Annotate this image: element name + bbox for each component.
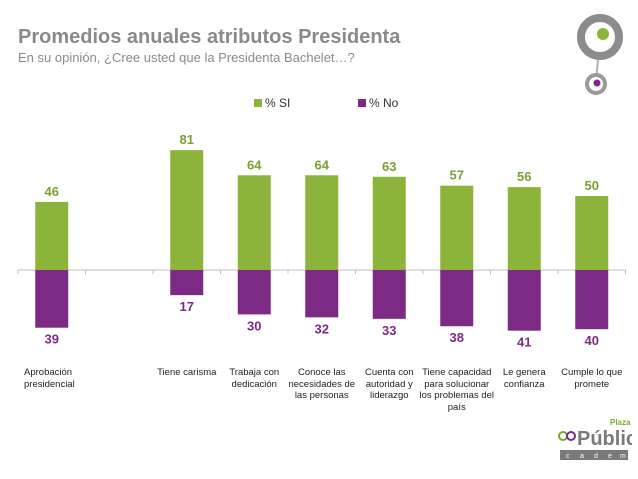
legend-item-si: % SI — [254, 96, 290, 110]
data-label-si: 46 — [45, 184, 59, 199]
legend-label-si: % SI — [265, 96, 291, 110]
brand-prefix: Plaza — [610, 418, 631, 427]
data-label-si: 81 — [180, 132, 194, 147]
category-label: Tiene capacidad para solucionar los prob… — [419, 367, 494, 413]
brand-letter-1: a — [580, 453, 584, 460]
legend-swatch-no — [358, 99, 366, 107]
data-label-si: 57 — [450, 168, 464, 183]
data-label-no: 32 — [315, 321, 329, 336]
data-label-no: 41 — [517, 335, 531, 350]
data-label-no: 33 — [382, 323, 396, 338]
category-label: Trabaja con dedicación — [229, 367, 280, 390]
data-label-no: 17 — [180, 299, 194, 314]
legend-item-no: % No — [358, 96, 398, 110]
brand-word: Pública — [577, 428, 632, 450]
brand-letter-0: c — [566, 453, 570, 460]
bar-no — [372, 270, 406, 319]
bar-si — [305, 175, 339, 270]
category-label: Cuenta con autoridad y liderazgo — [364, 367, 414, 401]
bar-si — [35, 201, 69, 270]
bar-si — [372, 176, 406, 270]
data-label-si: 63 — [382, 159, 396, 174]
plaza-publica-logo: Pública Plaza c a d e m — [556, 414, 638, 462]
legend-swatch-si — [254, 99, 262, 107]
legend-label-no: % No — [369, 96, 399, 110]
bar-no — [575, 270, 609, 330]
bar-si — [440, 185, 474, 270]
data-label-no: 40 — [585, 333, 599, 348]
brand-letter-2: d — [594, 453, 598, 460]
category-label: Cumple lo que promete — [561, 367, 623, 390]
bar-no — [170, 270, 204, 296]
category-label: Aprobación presidencial — [24, 367, 75, 390]
category-label: Conoce las necesidades de las personas — [288, 367, 356, 401]
data-label-si: 50 — [585, 178, 599, 193]
data-label-no: 38 — [450, 330, 464, 345]
bar-si — [170, 150, 204, 270]
category-label: Le genera confianza — [502, 367, 546, 390]
bar-si — [237, 175, 271, 270]
bar-no — [35, 270, 69, 328]
data-label-si: 64 — [247, 157, 262, 172]
bar-si — [575, 196, 609, 270]
decorative-circles-logo — [577, 14, 623, 95]
chart-subtitle: En su opinión, ¿Cree usted que la Presid… — [18, 50, 355, 65]
bar-no — [440, 270, 474, 327]
bar-no — [305, 270, 339, 318]
data-label-si: 56 — [517, 169, 531, 184]
bar-no — [237, 270, 271, 315]
bar-no — [507, 270, 541, 331]
data-label-si: 64 — [315, 157, 330, 172]
data-label-no: 30 — [247, 318, 261, 333]
brand-letter-4: m — [620, 453, 626, 460]
bar-si — [507, 187, 541, 270]
category-label: Tiene carisma — [157, 367, 217, 378]
chart-title: Promedios anuales atributos Presidenta — [18, 26, 401, 48]
brand-letter-3: e — [608, 453, 612, 460]
data-label-no: 39 — [45, 332, 59, 347]
